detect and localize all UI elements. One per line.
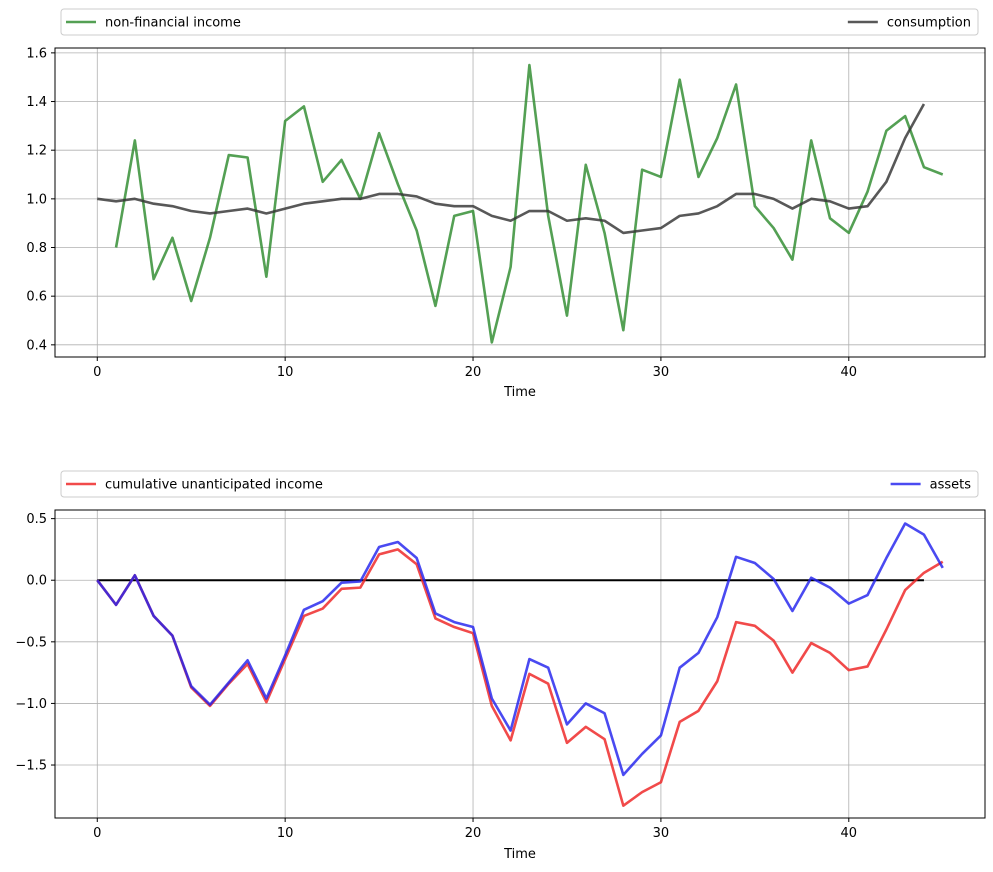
legend-frame (60, 8, 979, 36)
y-tick-label: 0.0 (26, 574, 47, 589)
x-tick-label: 40 (841, 365, 858, 380)
legend-label: cumulative unanticipated income (105, 478, 323, 493)
x-tick-label: 20 (465, 365, 482, 380)
x-tick-label: 20 (465, 826, 482, 841)
legend-label: consumption (887, 16, 971, 31)
series-line-assets (96, 522, 944, 777)
legend-label: non-financial income (105, 16, 241, 31)
legend-label: assets (930, 478, 972, 493)
axes-frame (54, 47, 986, 358)
series-line-non-financial-income (114, 63, 944, 344)
series-line-cumulative-unanticipated-income (96, 548, 944, 807)
series-line-consumption (97, 103, 926, 235)
legend: non-financial income consumption (60, 8, 979, 36)
y-tick-label: −0.5 (15, 635, 47, 650)
chart-panel-1: 0 10 20 30 40 0.4 0.6 0.8 1.0 1.2 1.4 1.6 Time non-fi… (26, 8, 986, 400)
y-tick-label: 0.4 (26, 338, 47, 353)
y-tick-label: 0.8 (26, 241, 47, 256)
legend: cumulative unanticipated income assets (60, 470, 979, 498)
x-tick-label: 30 (653, 826, 670, 841)
y-tick-label: 1.0 (26, 192, 47, 207)
y-tick-label: 1.2 (26, 144, 47, 159)
x-tick-label: 10 (277, 826, 294, 841)
x-axis-label: Time (503, 847, 536, 862)
axes-frame (54, 509, 986, 819)
y-tick-label: 1.6 (26, 46, 47, 61)
x-tick-label: 30 (653, 365, 670, 380)
y-tick-label: 1.4 (26, 95, 47, 110)
x-tick-label: 10 (277, 365, 294, 380)
x-tick-label: 0 (93, 826, 101, 841)
chart-panel-2: 0 10 20 30 40 −1.5 −1.0 −0.5 0.0 0.5 Time cumulativ… (15, 470, 986, 862)
legend-frame (60, 470, 979, 498)
x-tick-label: 0 (93, 365, 101, 380)
y-tick-label: 0.5 (26, 512, 47, 527)
x-tick-label: 40 (841, 826, 858, 841)
y-tick-label: −1.0 (15, 697, 47, 712)
y-tick-label: −1.5 (15, 759, 47, 774)
y-tick-label: 0.6 (26, 290, 47, 305)
x-axis-label: Time (503, 385, 536, 400)
